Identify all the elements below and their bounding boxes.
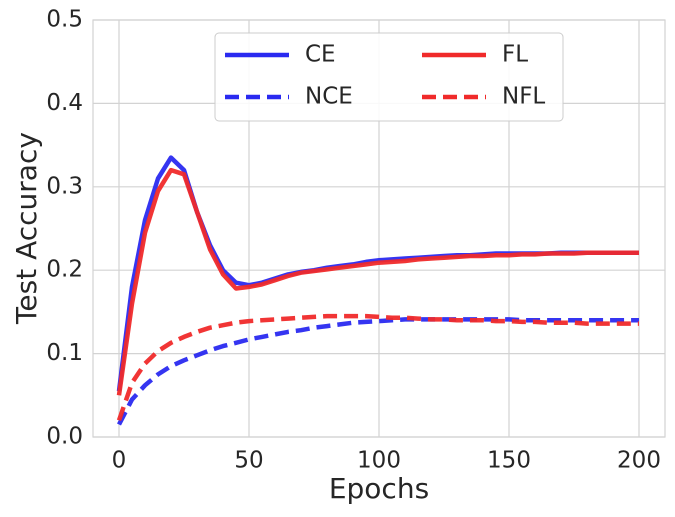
legend: CE NCE FL NFL bbox=[214, 32, 564, 122]
x-tick-label: 0 bbox=[112, 448, 127, 474]
x-tick-label: 200 bbox=[617, 448, 661, 474]
line-series bbox=[117, 317, 639, 426]
y-tick-label: 0.0 bbox=[46, 424, 83, 450]
legend-label: NFL bbox=[502, 84, 545, 110]
x-tick-label: 50 bbox=[234, 448, 263, 474]
x-tick-label: 100 bbox=[357, 448, 401, 474]
line-series bbox=[116, 167, 639, 396]
legend-label: FL bbox=[502, 42, 528, 68]
line-series bbox=[116, 313, 639, 422]
x-axis-label: Epochs bbox=[329, 472, 429, 505]
x-tick-label: 150 bbox=[487, 448, 531, 474]
y-tick-label: 0.4 bbox=[46, 90, 83, 116]
plot-frame bbox=[92, 19, 666, 438]
y-axis-label: Test Accuracy bbox=[10, 132, 43, 325]
y-tick-label: 0.2 bbox=[46, 257, 83, 283]
y-tick-label: 0.3 bbox=[46, 173, 83, 199]
y-tick-label: 0.5 bbox=[46, 7, 83, 33]
legend-label: NCE bbox=[305, 84, 353, 110]
y-tick-label: 0.1 bbox=[46, 340, 83, 366]
legend-label: CE bbox=[305, 42, 336, 68]
